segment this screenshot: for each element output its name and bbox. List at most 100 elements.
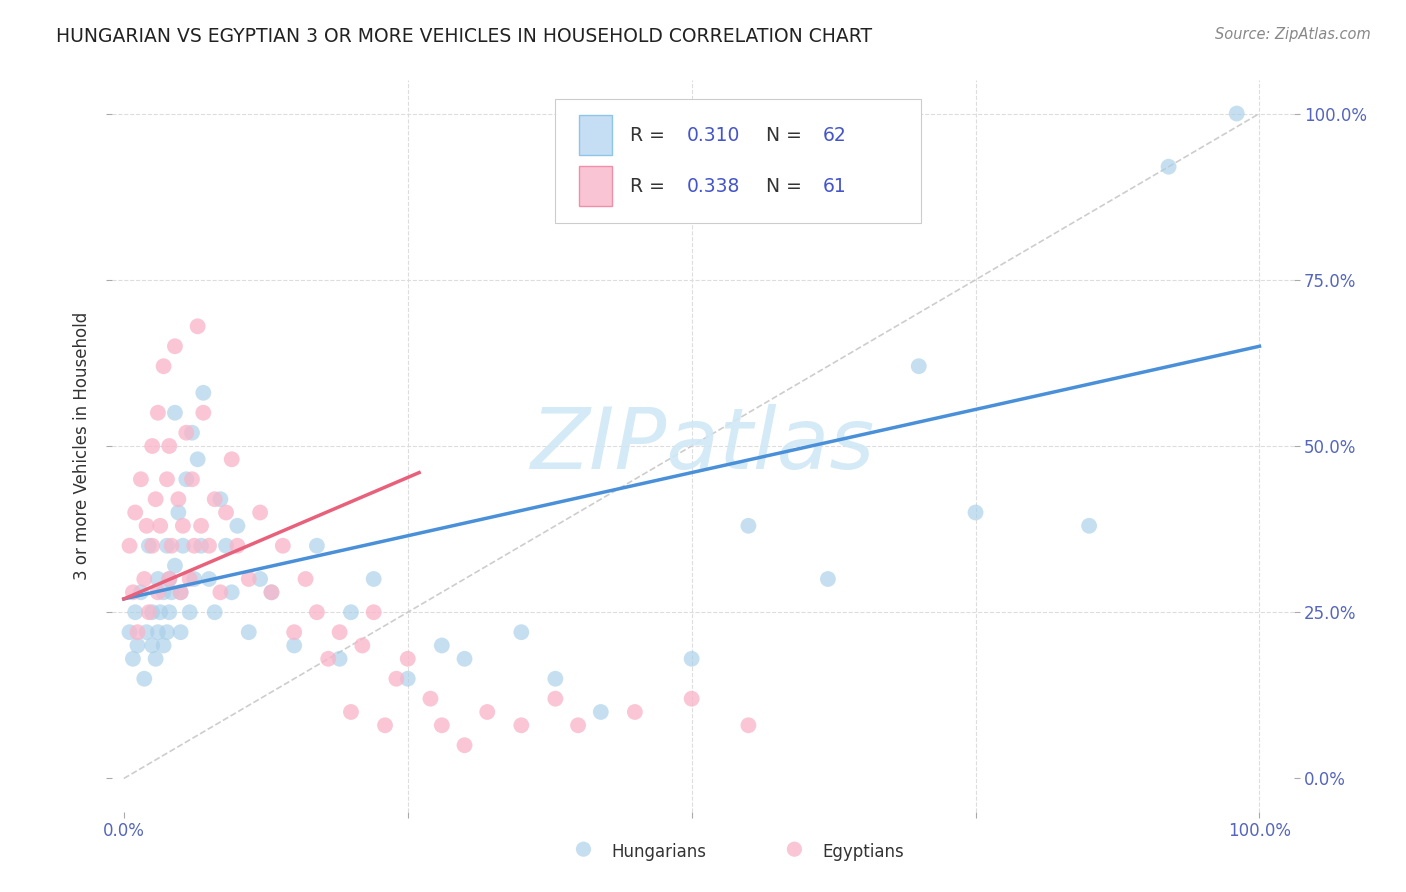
Point (152, 585, 174, 599)
Point (249, 506, 271, 520)
Point (157, 439, 180, 453)
Point (138, 605, 160, 619)
Point (249, 572, 271, 586)
Point (118, 539, 141, 553)
Text: R =: R = (630, 126, 671, 145)
Point (374, 718, 396, 732)
Point (149, 605, 172, 619)
Point (396, 652, 419, 666)
Point (260, 585, 283, 599)
Point (544, 672, 567, 686)
Point (152, 359, 174, 374)
Point (138, 539, 160, 553)
Point (385, 672, 408, 686)
Point (183, 572, 205, 586)
Point (156, 472, 179, 486)
Text: R =: R = (630, 177, 671, 196)
Point (141, 639, 163, 653)
Point (172, 518, 194, 533)
Point (141, 605, 163, 619)
Text: Hungarians: Hungarians (612, 843, 707, 861)
Point (510, 718, 533, 732)
Point (145, 652, 167, 666)
Point (737, 518, 759, 533)
Point (160, 539, 183, 553)
Point (198, 539, 221, 553)
Point (419, 691, 441, 706)
Point (329, 652, 352, 666)
Point (340, 605, 363, 619)
Point (167, 492, 190, 507)
Point (572, 842, 595, 856)
Text: 61: 61 (823, 177, 846, 196)
Point (124, 605, 146, 619)
Point (163, 406, 186, 420)
Point (157, 572, 180, 586)
Point (1226, 106, 1249, 120)
Text: Source: ZipAtlas.com: Source: ZipAtlas.com (1215, 27, 1371, 42)
Point (169, 585, 191, 599)
Point (238, 572, 260, 586)
Point (174, 425, 197, 440)
Point (135, 625, 157, 640)
Point (146, 625, 169, 640)
Point (149, 518, 172, 533)
Point (187, 319, 209, 334)
Point (817, 572, 839, 586)
Point (198, 572, 221, 586)
Point (163, 339, 186, 353)
Point (152, 639, 174, 653)
Point (134, 572, 156, 586)
Point (172, 539, 194, 553)
Point (193, 406, 215, 420)
Point (681, 652, 703, 666)
Point (271, 539, 294, 553)
Point (156, 539, 179, 553)
Point (226, 518, 249, 533)
Point (129, 585, 152, 599)
Point (363, 605, 385, 619)
Point (453, 652, 475, 666)
Point (157, 572, 180, 586)
Point (124, 506, 146, 520)
Point (127, 625, 149, 640)
Point (226, 539, 249, 553)
Point (187, 452, 209, 467)
Point (1157, 160, 1180, 174)
Point (260, 585, 283, 599)
Point (204, 492, 226, 507)
Point (209, 492, 232, 507)
Text: Egyptians: Egyptians (823, 843, 904, 861)
Point (179, 605, 201, 619)
Point (510, 625, 533, 640)
Point (190, 539, 212, 553)
Point (238, 625, 260, 640)
Point (135, 518, 157, 533)
Point (141, 439, 163, 453)
Text: 62: 62 (823, 126, 846, 145)
Point (145, 492, 167, 507)
FancyBboxPatch shape (555, 99, 921, 223)
Y-axis label: 3 or more Vehicles in Household: 3 or more Vehicles in Household (73, 312, 91, 580)
Point (174, 472, 197, 486)
Point (396, 672, 419, 686)
Point (204, 605, 226, 619)
Text: 0.310: 0.310 (686, 126, 740, 145)
Point (169, 585, 191, 599)
Point (294, 572, 316, 586)
Point (179, 572, 201, 586)
Text: 0.338: 0.338 (686, 177, 740, 196)
Point (193, 385, 215, 400)
Point (305, 539, 328, 553)
Point (681, 691, 703, 706)
Point (190, 518, 212, 533)
Point (183, 539, 205, 553)
Point (129, 472, 152, 486)
Point (544, 691, 567, 706)
Point (283, 625, 305, 640)
Point (283, 639, 305, 653)
Point (907, 359, 929, 374)
Point (430, 639, 453, 653)
Text: ZIPatlas: ZIPatlas (531, 404, 875, 488)
Point (163, 558, 186, 573)
